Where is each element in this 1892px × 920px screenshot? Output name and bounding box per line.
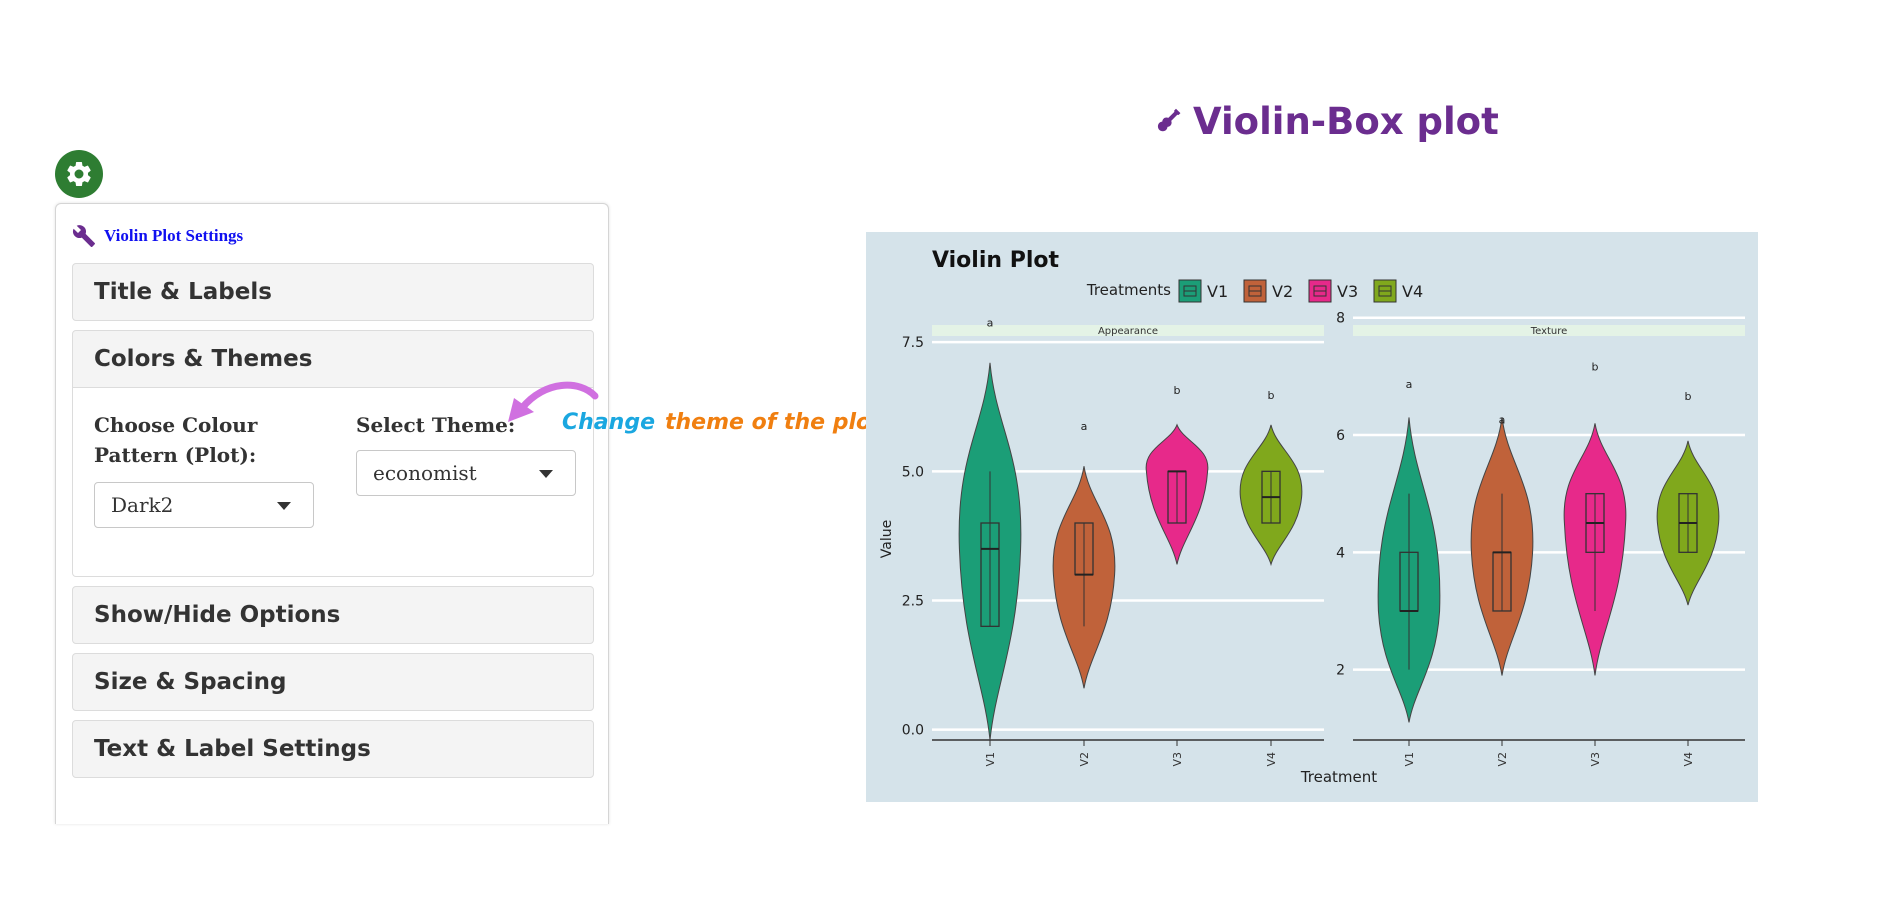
significance-letter: b — [1268, 389, 1275, 402]
section-show-hide[interactable]: Show/Hide Options — [72, 586, 594, 644]
colour-pattern-value: Dark2 — [111, 493, 174, 517]
x-tick-label: V4 — [1265, 752, 1278, 767]
legend-label: V1 — [1207, 282, 1228, 301]
significance-letter: a — [1499, 413, 1506, 426]
legend-label: V3 — [1337, 282, 1358, 301]
theme-select[interactable]: economist — [356, 450, 576, 496]
panel-title: Violin Plot Settings — [72, 224, 243, 248]
x-tick-label: V3 — [1589, 752, 1602, 767]
colors-themes-body: Choose Colour Pattern (Plot): Dark2 Sele… — [72, 388, 594, 577]
x-tick-label: V2 — [1496, 752, 1509, 767]
chart-legend: Treatments V1 V2 V3 V4 — [1086, 279, 1423, 303]
legend-label: V4 — [1402, 282, 1423, 301]
section-label: Text & Label Settings — [94, 736, 371, 762]
y-tick-label: 7.5 — [902, 335, 924, 351]
annotation-part2: theme of the plot — [664, 410, 882, 435]
x-tick-label: V1 — [984, 752, 997, 767]
section-label: Size & Spacing — [94, 669, 287, 695]
y-tick-label: 8 — [1336, 311, 1345, 327]
section-label: Show/Hide Options — [94, 602, 341, 628]
box-iqr — [980, 522, 1000, 627]
y-tick-label: 2.5 — [902, 594, 924, 610]
y-tick-label: 2 — [1336, 663, 1345, 679]
x-tick-label: V4 — [1682, 752, 1695, 767]
gear-icon — [67, 161, 91, 186]
facet-panel: Appearance 0.0 2.5 5.0 7.5 a V1 a V2 b V3 b V4 — [902, 317, 1324, 767]
y-tick-label: 4 — [1336, 545, 1345, 561]
facet-panel: Texture 2 4 6 8 a V1 a V2 b V3 b V4 — [1336, 311, 1745, 767]
page-title-text: Violin-Box plot — [1193, 100, 1499, 143]
significance-letter: b — [1592, 361, 1599, 374]
colour-pattern-label: Choose Colour Pattern (Plot): — [94, 413, 258, 467]
wrench-icon — [72, 225, 95, 247]
page-title: Violin-Box plot — [1155, 100, 1499, 143]
y-tick-label: 6 — [1336, 428, 1345, 444]
guitar-icon — [1157, 108, 1181, 131]
facet-strip-label: Texture — [1530, 326, 1568, 337]
legend-label: V2 — [1272, 282, 1293, 301]
x-tick-label: V2 — [1078, 752, 1091, 767]
panel-title-text: Violin Plot Settings — [104, 226, 244, 245]
section-text-label-settings[interactable]: Text & Label Settings — [72, 720, 594, 778]
y-axis-label: Value — [879, 520, 895, 558]
x-axis-label: Treatment — [1300, 768, 1377, 786]
section-size-spacing[interactable]: Size & Spacing — [72, 653, 594, 711]
chart-facets: Appearance0.02.55.07.5aV1aV2bV3bV4Textur… — [902, 311, 1745, 767]
section-label: Colors & Themes — [94, 346, 313, 372]
chart-title: Violin Plot — [932, 248, 1059, 273]
significance-letter: a — [1081, 420, 1088, 433]
significance-letter: b — [1174, 384, 1181, 397]
significance-letter: a — [1406, 378, 1413, 391]
significance-letter: b — [1685, 390, 1692, 403]
annotation-text: Change theme of the plot — [562, 410, 882, 435]
chevron-down-icon — [539, 470, 553, 478]
facet-strip — [932, 325, 1324, 336]
section-title-labels[interactable]: Title & Labels — [72, 263, 594, 321]
facet-strip-label: Appearance — [1098, 326, 1158, 337]
theme-label: Select Theme: — [356, 413, 516, 437]
settings-toggle-button[interactable] — [55, 150, 103, 198]
chevron-down-icon — [277, 502, 291, 510]
theme-value: economist — [373, 461, 477, 485]
significance-letter: a — [987, 317, 994, 330]
annotation-arrow-icon — [508, 381, 599, 422]
y-tick-label: 0.0 — [902, 723, 924, 739]
violin-chart: Violin Plot Treatments V1 V2 V3 V4 Appearanc… — [866, 232, 1758, 802]
y-tick-label: 5.0 — [902, 464, 924, 480]
legend-title: Treatments — [1086, 281, 1171, 299]
x-tick-label: V1 — [1403, 752, 1416, 767]
settings-panel: Violin Plot Settings Title & Labels Colo… — [55, 203, 609, 824]
section-colors-themes[interactable]: Colors & Themes — [72, 330, 594, 388]
colour-pattern-select[interactable]: Dark2 — [94, 482, 314, 528]
annotation-part1: Change — [562, 410, 655, 435]
x-tick-label: V3 — [1171, 752, 1184, 767]
section-label: Title & Labels — [94, 279, 272, 305]
facet-strip — [1353, 325, 1745, 336]
